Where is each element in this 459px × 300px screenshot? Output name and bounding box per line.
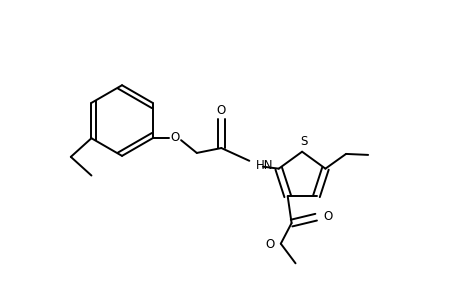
Text: HN: HN — [255, 159, 273, 172]
Text: O: O — [265, 238, 274, 251]
Text: O: O — [323, 210, 332, 223]
Text: O: O — [170, 131, 179, 144]
Text: S: S — [300, 135, 307, 148]
Text: O: O — [216, 104, 225, 117]
